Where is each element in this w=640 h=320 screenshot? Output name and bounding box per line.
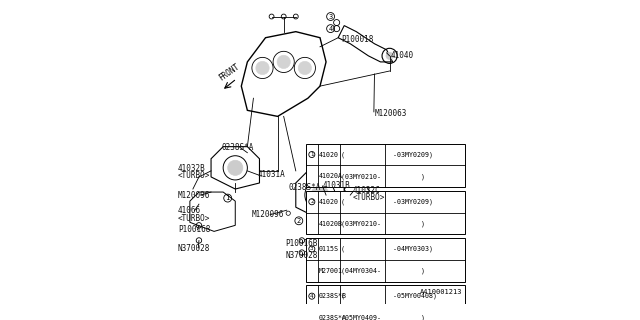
FancyBboxPatch shape (307, 191, 465, 235)
Circle shape (311, 186, 329, 204)
Text: M120063: M120063 (374, 109, 407, 118)
Circle shape (256, 61, 269, 75)
Text: 1: 1 (225, 195, 230, 201)
Circle shape (277, 55, 291, 68)
Text: 0238S*A: 0238S*A (221, 143, 254, 152)
Text: 41031B: 41031B (323, 181, 351, 190)
Text: 4: 4 (328, 26, 333, 32)
Text: <TURBO>: <TURBO> (178, 171, 210, 180)
Text: 0238S*A: 0238S*A (319, 315, 347, 320)
Text: M120096: M120096 (178, 191, 210, 200)
Circle shape (298, 61, 312, 75)
Text: 4: 4 (310, 294, 314, 299)
Text: 0115S: 0115S (319, 246, 339, 252)
Text: 0238S*A: 0238S*A (288, 183, 321, 192)
Text: 41020: 41020 (319, 199, 339, 205)
Text: A410001213: A410001213 (420, 289, 462, 295)
Text: 2: 2 (297, 218, 301, 224)
Text: P100018: P100018 (341, 35, 374, 44)
Text: N370028: N370028 (178, 244, 210, 252)
FancyBboxPatch shape (307, 238, 465, 282)
Text: (03MY0210-          ): (03MY0210- ) (340, 173, 424, 180)
Text: P100168: P100168 (178, 225, 210, 234)
Text: 41032B: 41032B (178, 164, 205, 173)
Text: (            -03MY0209): ( -03MY0209) (340, 198, 433, 205)
Text: P10016B: P10016B (285, 239, 317, 248)
Text: 41031A: 41031A (258, 170, 285, 179)
Text: FRONT: FRONT (217, 62, 241, 83)
Text: (03MY0210-          ): (03MY0210- ) (340, 220, 424, 227)
FancyBboxPatch shape (307, 285, 465, 320)
Text: M27001: M27001 (319, 268, 343, 274)
Text: (            -04MY0303): ( -04MY0303) (340, 246, 433, 252)
Text: 41020B: 41020B (319, 220, 343, 227)
Text: <TURBO>: <TURBO> (178, 213, 210, 223)
Text: M120096: M120096 (252, 210, 284, 219)
Text: 3: 3 (310, 246, 314, 252)
Text: 2: 2 (310, 199, 314, 204)
FancyBboxPatch shape (307, 144, 465, 187)
Circle shape (228, 160, 243, 175)
Text: 41040: 41040 (391, 52, 414, 60)
Text: 0238S*B: 0238S*B (319, 293, 347, 299)
Circle shape (386, 52, 393, 60)
Text: (            -05MY00408): ( -05MY00408) (340, 293, 436, 300)
Text: 41032C: 41032C (353, 186, 380, 195)
Text: <TURBO>: <TURBO> (353, 193, 385, 202)
Text: (05MY0409-          ): (05MY0409- ) (340, 315, 424, 320)
Text: 1: 1 (310, 152, 314, 157)
Text: 41066: 41066 (178, 206, 201, 215)
Text: 41020: 41020 (319, 152, 339, 157)
Text: 3: 3 (328, 13, 333, 20)
Text: 41020A: 41020A (319, 173, 343, 179)
Text: N370028: N370028 (285, 251, 317, 260)
Text: (04MY0304-          ): (04MY0304- ) (340, 268, 424, 274)
Text: (            -03MY0209): ( -03MY0209) (340, 151, 433, 158)
